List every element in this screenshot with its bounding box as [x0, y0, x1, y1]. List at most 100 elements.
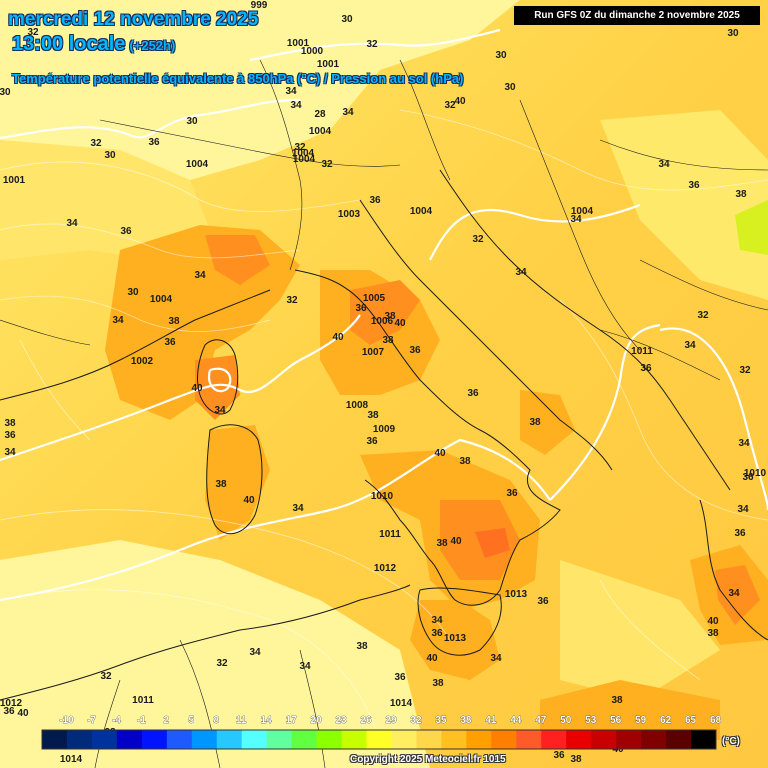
pressure-label: 1014: [390, 698, 413, 709]
pressure-label: 1011: [132, 695, 154, 706]
zone-warm-bottom: [540, 680, 720, 740]
isobar-7: [659, 327, 768, 511]
temperature-label: 30: [0, 87, 11, 98]
isobar-6: [549, 323, 661, 501]
temperature-label: 40: [191, 383, 203, 394]
scale-tick-label: 35: [435, 715, 447, 726]
temperature-label: 38: [215, 479, 227, 490]
country-borders: [0, 59, 768, 768]
isobar-1: [0, 98, 301, 140]
pressure-label: 1012: [0, 698, 23, 709]
border-2: [259, 59, 303, 271]
run-info-badge: Run GFS 0Z du dimanche 2 novembre 2025: [514, 6, 760, 25]
zone-warm-adriatic: [520, 390, 575, 455]
coast-corsica: [197, 339, 239, 415]
temperature-label: 34: [684, 340, 696, 351]
scale-swatch: [366, 730, 392, 749]
temperature-label: 34: [214, 405, 226, 416]
zone-hot-alps: [205, 235, 270, 285]
temperature-label: 32: [100, 671, 112, 682]
temperature-label: 38: [432, 678, 444, 689]
temperature-label: 36: [4, 430, 16, 441]
contour-2: [0, 223, 301, 259]
zone-southwest-pale: [0, 540, 430, 768]
scale-tick-label: 5: [189, 715, 195, 726]
border-8: [179, 639, 221, 768]
temperature-label: 36: [355, 303, 367, 314]
scale-tick-label: 23: [336, 715, 348, 726]
pressure-label: 1005: [363, 293, 386, 304]
scale-swatch: [516, 730, 542, 749]
pressure-label: 1004: [410, 206, 433, 217]
temperature-label: 38: [707, 628, 719, 639]
temperature-label: 36: [553, 750, 565, 761]
temperature-label: 34: [249, 647, 261, 658]
temperature-label: 38: [735, 189, 747, 200]
temperature-label: 38: [570, 754, 582, 765]
contour-7: [559, 299, 768, 521]
forecast-hour-text: 13:00 locale: [12, 33, 126, 55]
zone-hot-se: [715, 565, 760, 625]
temperature-label: 34: [658, 159, 670, 170]
scale-tick-label: 11: [236, 715, 247, 726]
temperature-label: 40: [450, 536, 462, 547]
border-5: [599, 139, 768, 171]
pressure-label: 1000: [301, 46, 324, 57]
coast-greece: [699, 499, 768, 641]
scale-swatch: [591, 730, 617, 749]
color-scale: -10 -7 -4 -1 2 5 8 11 14 17 20 23 26 29 32 35 38 41 44 47 50…: [41, 715, 722, 750]
scale-tick-label: -10: [59, 715, 74, 726]
pressure-label: 1004: [293, 154, 316, 165]
temperature-label: 30: [504, 82, 516, 93]
temperature-label: 34: [570, 214, 582, 225]
temperature-label: 34: [737, 504, 749, 515]
scale-swatch: [616, 730, 642, 749]
temperature-label: 30: [341, 14, 353, 25]
scale-tick-label: 62: [660, 715, 672, 726]
temperature-label: 32: [90, 138, 102, 149]
border-4: [519, 99, 641, 351]
temperature-label: 32: [697, 310, 709, 321]
zone-hot-tuscany: [350, 280, 420, 345]
temperature-label: 36: [369, 195, 381, 206]
scale-tick-label: 38: [460, 715, 472, 726]
scale-tick-label: 44: [510, 715, 522, 726]
scale-swatch: [116, 730, 143, 749]
scale-swatch: [491, 730, 517, 749]
pressure-label: 1004: [186, 159, 209, 170]
temperature-label: 38: [529, 417, 541, 428]
pressure-label: 1007: [362, 347, 385, 358]
scale-tick-label: 53: [585, 715, 597, 726]
scale-tick-label: 2: [164, 715, 170, 726]
pressure-label: 1010: [371, 491, 394, 502]
border-3: [399, 59, 451, 181]
pressure-label: 1004: [292, 148, 315, 159]
temperature-label: 38: [367, 410, 379, 421]
isobar-8: [207, 367, 232, 393]
scale-tick-label: -4: [112, 715, 121, 726]
temperature-label: 36: [3, 706, 15, 717]
temperature-label: 32: [739, 365, 751, 376]
temperature-label: 30: [495, 50, 507, 61]
temperature-label: 34: [738, 438, 750, 449]
scale-swatch: [691, 730, 717, 749]
scale-swatch: [541, 730, 567, 749]
temperature-label: 34: [112, 315, 124, 326]
temperature-label: 32: [286, 295, 298, 306]
temperature-label: 40: [454, 96, 466, 107]
temperature-label: 36: [734, 528, 746, 539]
scale-swatch: [241, 730, 268, 749]
temperature-label: 36: [506, 488, 518, 499]
temperature-label: 36: [742, 472, 754, 483]
temperature-label: 40: [17, 708, 29, 719]
scale-tick-label: 41: [485, 715, 497, 726]
scale-tick-label: 8: [213, 715, 219, 726]
temperature-label: 34: [728, 588, 740, 599]
pressure-label: 1004: [309, 126, 332, 137]
border-11: [0, 319, 91, 346]
scale-swatch: [66, 730, 93, 749]
scale-tick-label: -7: [87, 715, 96, 726]
temperature-label: 40: [332, 332, 344, 343]
temperature-label: 32: [294, 142, 306, 153]
